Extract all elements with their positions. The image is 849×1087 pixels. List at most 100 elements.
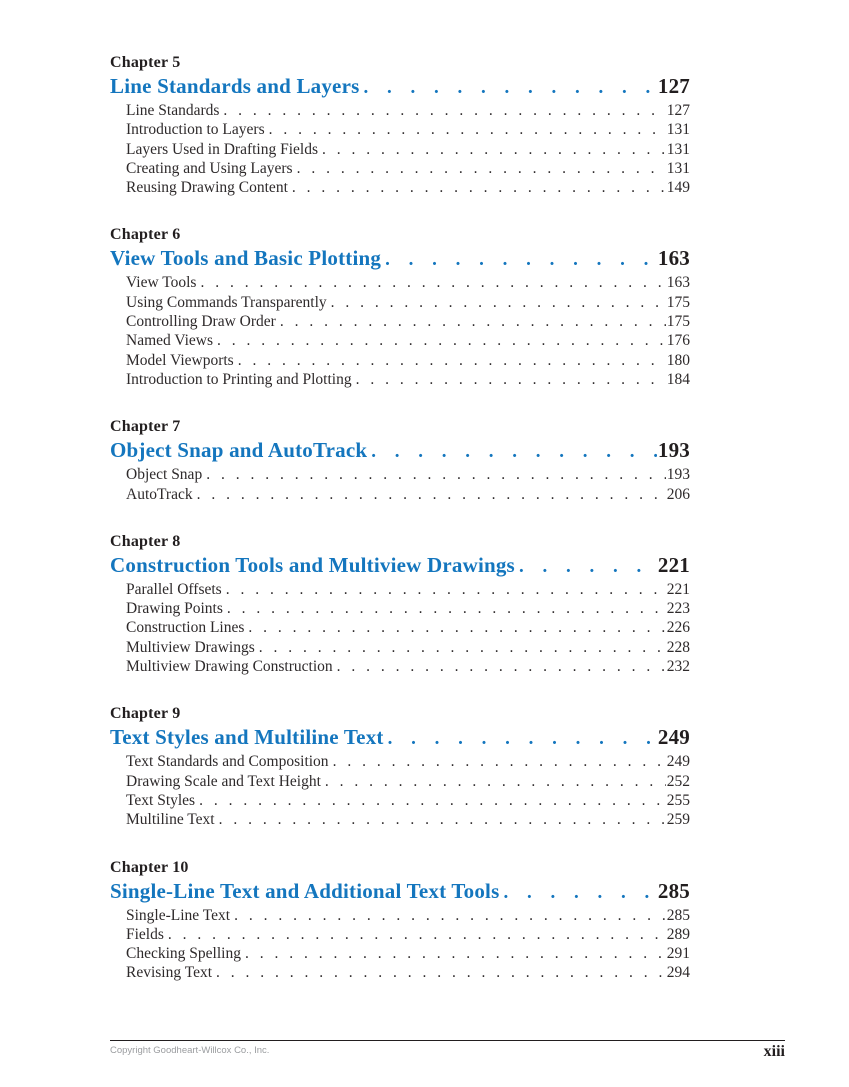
section-title: Creating and Using Layers [126, 159, 293, 177]
dot-leader [388, 724, 657, 752]
chapter-label: Chapter 5 [110, 54, 181, 71]
toc-entry-row: Construction Lines 226 [110, 618, 690, 637]
section-title: Controlling Draw Order [126, 313, 276, 331]
section-title: AutoTrack [126, 485, 193, 503]
section-title: Multiline Text [126, 811, 215, 829]
toc-entry-row: Creating and Using Layers 131 [110, 159, 690, 178]
section-title: Fields [126, 925, 164, 943]
chapter-title: Text Styles and Multiline Text [110, 725, 384, 750]
toc-entry-row: Multiline Text 259 [110, 810, 690, 829]
toc-entry-row: Revising Text 294 [110, 963, 690, 982]
page-number-folio: xiii [763, 1043, 785, 1060]
chapter-title-row: Single-Line Text and Additional Text Too… [110, 878, 690, 906]
chapter-block: Chapter 6 View Tools and Basic Plotting 16… [110, 224, 690, 389]
section-page-number: 249 [666, 753, 690, 771]
chapter-title: Single-Line Text and Additional Text Too… [110, 878, 500, 903]
dot-leader [385, 245, 657, 273]
section-title: Reusing Drawing Content [126, 179, 288, 197]
dot-leader [223, 101, 665, 120]
toc-entry-row: AutoTrack 206 [110, 485, 690, 504]
dot-leader [248, 618, 665, 637]
chapter-label: Chapter 10 [110, 858, 189, 876]
chapter-title-row: Text Styles and Multiline Text 249 [110, 724, 690, 752]
section-title: Drawing Scale and Text Height [126, 772, 321, 790]
chapter-label: Chapter 9 [110, 705, 181, 723]
dot-leader [503, 878, 656, 906]
section-title: Line Standards [126, 102, 220, 119]
toc-entry-row: Text Standards and Composition 249 [110, 752, 690, 771]
chapter-title-row: Line Standards and Layers 127 [110, 73, 690, 101]
section-title: Parallel Offsets [126, 580, 222, 598]
section-page-number: 255 [666, 791, 690, 809]
dot-leader [356, 370, 666, 389]
section-page-number: 259 [666, 811, 690, 829]
dot-leader [269, 120, 666, 139]
dot-leader [200, 273, 665, 292]
toc-entry-row: Multiview Drawings 228 [110, 638, 690, 657]
section-title: Multiview Drawings [126, 638, 255, 656]
toc-entry-row: View Tools 163 [110, 273, 690, 292]
chapter-title-row: Construction Tools and Multiview Drawing… [110, 552, 690, 580]
section-page-number: 193 [666, 466, 690, 484]
section-title: View Tools [126, 274, 197, 292]
section-page-number: 163 [666, 274, 690, 292]
section-title: Revising Text [126, 964, 213, 982]
section-page-number: 175 [666, 313, 690, 331]
section-page-number: 184 [666, 370, 690, 388]
footer-copyright: Copyright Goodheart-Willcox Co., Inc. [110, 1045, 270, 1056]
section-title: Introduction to Layers [126, 121, 265, 139]
toc-entry-row: Model Viewports 180 [110, 351, 690, 370]
section-title: Drawing Points [126, 600, 223, 618]
dot-leader [322, 140, 666, 159]
section-title: Layers Used in Drafting Fields [126, 140, 318, 158]
section-page-number: 289 [666, 925, 690, 943]
section-page-number: 228 [666, 638, 690, 656]
section-title: Construction Lines [126, 619, 245, 637]
dot-leader [197, 485, 666, 504]
section-page-number: 252 [666, 772, 690, 790]
chapter-title-row: View Tools and Basic Plotting 163 [110, 245, 690, 273]
section-page-number: 131 [666, 121, 690, 139]
chapter-page-number: 127 [657, 74, 690, 98]
toc-entry-row: Drawing Points 223 [110, 599, 690, 618]
toc-entry-row: Line Standards 127 [110, 101, 690, 120]
section-title: Text Standards and Composition [126, 753, 329, 771]
chapter-title-row: Object Snap and AutoTrack 193 [110, 437, 690, 465]
toc: Chapter 5 Line Standards and Layers127Lin… [110, 52, 690, 1010]
chapter-label: Chapter 6 [110, 226, 181, 244]
toc-entry-row: Named Views 176 [110, 331, 690, 350]
toc-entry-row: Drawing Scale and Text Height 252 [110, 772, 690, 791]
toc-entry-row: Introduction to Printing and Plotting 184 [110, 370, 690, 389]
chapter-title: Construction Tools and Multiview Drawing… [110, 552, 515, 577]
section-page-number: 149 [666, 179, 690, 197]
section-page-number: 131 [666, 140, 690, 158]
dot-leader [259, 638, 666, 657]
section-page-number: 221 [666, 580, 690, 598]
dot-leader [292, 178, 666, 197]
dot-leader [245, 944, 666, 963]
chapter-page-number: 249 [657, 725, 690, 750]
section-title: Object Snap [126, 466, 203, 484]
section-page-number: 285 [666, 906, 690, 924]
dot-leader [280, 312, 666, 331]
dot-leader [226, 580, 666, 599]
toc-entry-row: Controlling Draw Order 175 [110, 312, 690, 331]
section-page-number: 175 [666, 293, 690, 311]
toc-entry-row: Single-Line Text 285 [110, 906, 690, 925]
chapter-title: Object Snap and AutoTrack [110, 438, 368, 463]
section-page-number: 226 [666, 619, 690, 637]
chapter-label: Chapter 7 [110, 418, 181, 436]
chapter-block: Chapter 9 Text Styles and Multiline Text 2… [110, 703, 690, 829]
chapter-page-number: 163 [657, 246, 690, 271]
dot-leader [199, 791, 666, 810]
section-page-number: 176 [666, 332, 690, 350]
dot-leader [337, 657, 666, 676]
dot-leader [519, 552, 657, 580]
section-title: Model Viewports [126, 351, 234, 369]
dot-leader [325, 772, 666, 791]
chapter-block: Chapter 8 Construction Tools and Multivie… [110, 531, 690, 676]
section-page-number: 131 [666, 159, 690, 177]
chapter-page-number: 285 [657, 878, 690, 903]
